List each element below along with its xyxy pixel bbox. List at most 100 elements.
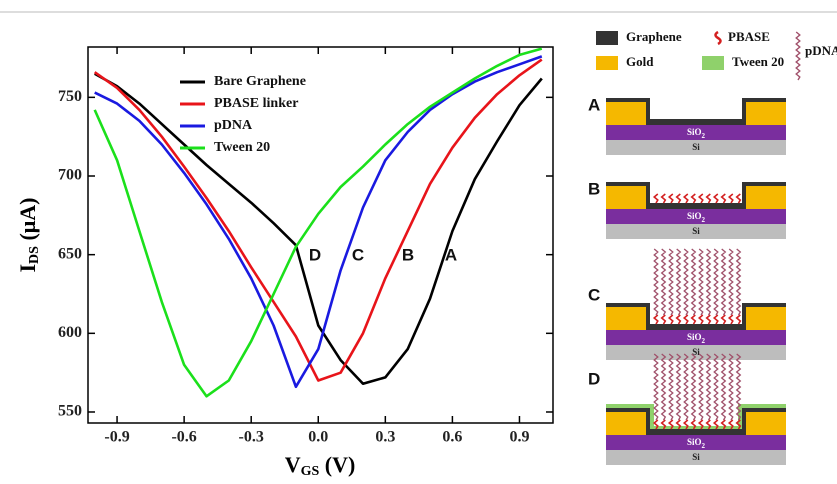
strand (735, 193, 742, 204)
legend-text: Gold (626, 54, 654, 69)
strand (682, 193, 689, 204)
strand (690, 314, 697, 325)
strand (705, 193, 712, 204)
strand (690, 248, 697, 316)
x-tick-label: -0.3 (239, 429, 264, 446)
sio2-layer (606, 330, 786, 345)
panel-label: B (588, 179, 600, 198)
x-axis-label: VGS (V) (285, 452, 356, 479)
y-tick-label: 600 (58, 324, 82, 341)
strand (675, 314, 682, 325)
strand (727, 314, 734, 325)
strand (660, 314, 667, 325)
strand (653, 248, 659, 316)
strand (720, 314, 727, 325)
panel-label: D (588, 369, 600, 388)
curve-label: C (352, 245, 364, 264)
strand (712, 419, 719, 430)
strand (668, 248, 674, 316)
gold-left (606, 186, 646, 209)
strand (660, 419, 667, 430)
strand (720, 248, 727, 316)
strand (727, 419, 734, 430)
strand (697, 193, 704, 204)
series-line (94, 55, 543, 389)
x-tick-label: 0.0 (308, 429, 328, 446)
legend-tween (702, 56, 724, 70)
gold-right (746, 186, 786, 209)
series-line (94, 72, 543, 386)
strand (712, 193, 719, 204)
x-tick-label: 0.6 (442, 429, 462, 446)
strand (713, 248, 719, 316)
gold-left (606, 412, 646, 435)
curve-label: D (309, 245, 321, 264)
oxide-sub: 2 (702, 337, 706, 345)
strand (683, 248, 689, 316)
curve-label: A (445, 245, 457, 264)
strand (697, 419, 704, 430)
si-layer (606, 224, 786, 239)
gold-right (746, 412, 786, 435)
substrate-label: Si (692, 347, 700, 357)
legend-graphene (596, 31, 618, 45)
x-tick-label: 0.3 (375, 429, 395, 446)
oxide-text: SiO (687, 437, 702, 447)
strand (660, 248, 667, 316)
y-tick-label: 550 (58, 403, 82, 420)
oxide-text: SiO (687, 332, 702, 342)
gold-right (746, 102, 786, 125)
oxide-label: SiO2 (687, 127, 706, 140)
strand (713, 353, 719, 421)
oxide-label: SiO2 (687, 437, 706, 450)
oxide-sub: 2 (702, 442, 706, 450)
legend-label: PBASE linker (214, 96, 298, 111)
strand (668, 353, 674, 421)
y-label-main: I (15, 264, 40, 273)
strand (705, 314, 712, 325)
oxide-text: SiO (687, 211, 702, 221)
gold-right (746, 307, 786, 330)
legend-text: PBASE (728, 29, 770, 44)
plot-frame (87, 46, 554, 424)
substrate-label: Si (692, 142, 700, 152)
graphene-layer (606, 303, 786, 330)
strand (735, 248, 742, 316)
substrate-label: Si (692, 226, 700, 236)
strand (735, 419, 742, 430)
strand (698, 248, 704, 316)
strand (667, 314, 674, 325)
x-label-sub: GS (301, 464, 320, 479)
strand (667, 193, 674, 204)
x-tick-label: 0.9 (509, 429, 529, 446)
gold-left (606, 307, 646, 330)
substrate-label: Si (692, 452, 700, 462)
legend-gold (596, 56, 618, 70)
strand (712, 314, 719, 325)
strand (705, 353, 712, 421)
strand (675, 353, 682, 421)
strand (735, 314, 742, 325)
legend-label: Bare Graphene (214, 74, 306, 89)
x-label-main: V (285, 452, 301, 477)
strand (705, 248, 712, 316)
strand (652, 314, 659, 325)
x-tick-label: -0.9 (104, 429, 129, 446)
strand (720, 419, 727, 430)
strand (690, 193, 697, 204)
graphene-layer (606, 182, 786, 209)
y-tick-label: 700 (58, 167, 82, 184)
graphene-layer (606, 408, 786, 435)
oxide-label: SiO2 (687, 332, 706, 345)
strand (735, 353, 742, 421)
strand (720, 193, 727, 204)
panel-label: A (588, 95, 600, 114)
oxide-sub: 2 (702, 216, 706, 224)
si-layer (606, 450, 786, 465)
curve-label: B (402, 245, 414, 264)
strand (690, 353, 697, 421)
legend-text: Graphene (626, 29, 682, 44)
y-label-sub: DS (27, 246, 42, 264)
strand (690, 419, 697, 430)
